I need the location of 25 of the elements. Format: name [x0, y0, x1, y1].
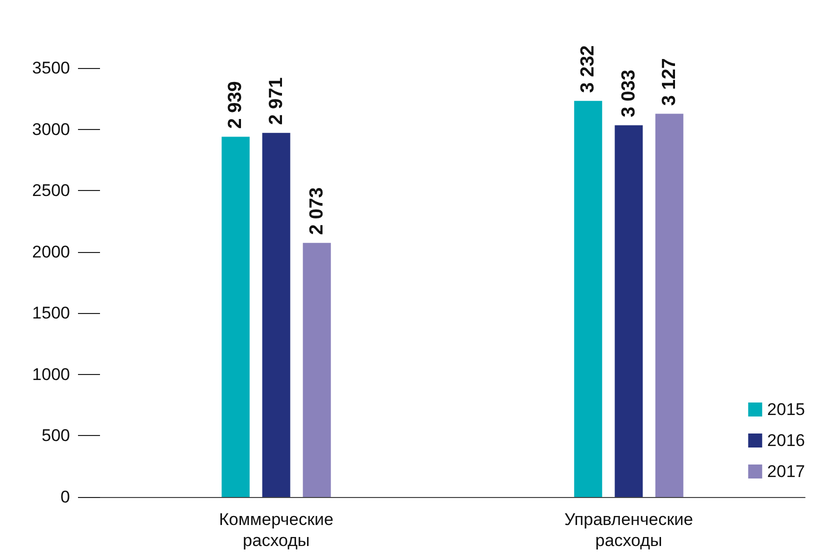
bar [262, 132, 290, 497]
y-tick-label: 0 [60, 488, 70, 506]
x-tick-label: Управленческие расходы [564, 510, 694, 550]
bar [574, 100, 602, 497]
legend-label: 2016 [767, 431, 806, 450]
y-tick-label: 3000 [32, 120, 70, 139]
y-tick-label: 1000 [32, 364, 70, 384]
y-tick-label: 3500 [32, 58, 70, 78]
data-label: 3 033 [618, 70, 640, 118]
bar [655, 114, 684, 497]
bar [614, 125, 643, 497]
bar [302, 242, 331, 497]
data-label: 2 073 [306, 187, 328, 235]
y-tick-label: 500 [42, 426, 70, 446]
y-tick-label: 2500 [32, 181, 70, 200]
data-label: 2 971 [266, 76, 287, 125]
legend-label: 2017 [767, 462, 806, 481]
data-label: 3 127 [658, 58, 680, 106]
legend-label: 2015 [767, 400, 806, 419]
y-tick-label: 2000 [32, 242, 70, 262]
y-tick-label: 1500 [32, 304, 70, 323]
x-tick-label: Коммерческие расходы [219, 510, 334, 550]
bar [222, 136, 250, 497]
data-label: 2 939 [225, 81, 246, 129]
data-label: 3 232 [578, 45, 599, 93]
